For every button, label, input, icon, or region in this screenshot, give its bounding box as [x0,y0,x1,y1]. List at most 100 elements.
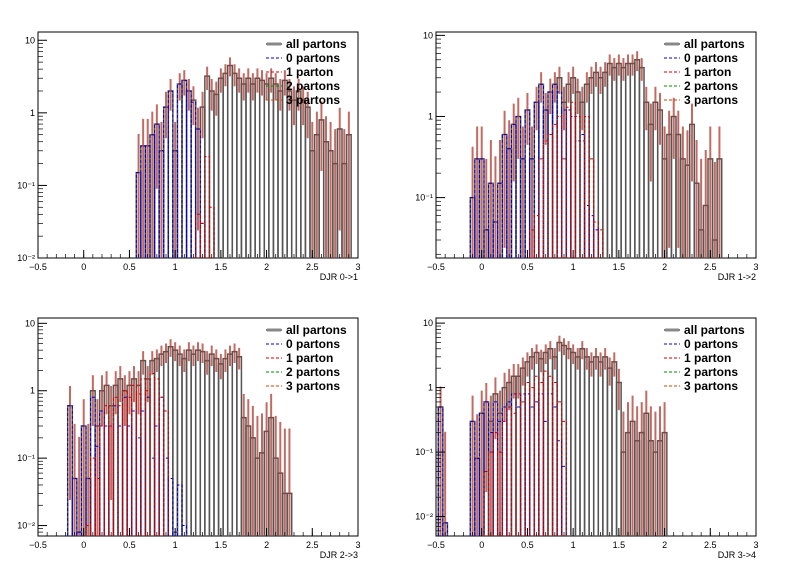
legend-label: 0 partons [286,51,340,65]
histogram-bar [510,412,517,536]
y-tick-label: 10⁻² [415,512,433,522]
y-tick-label: 1 [30,108,35,118]
histogram-bar [492,432,499,536]
y-tick-label: 1 [428,111,433,121]
histogram-bar [94,477,101,536]
histogram-bar [561,158,567,258]
x-axis-label: DJR 2->3 [320,550,358,560]
legend-marker [267,328,281,332]
histogram-bar [538,381,544,536]
histogram-bar [520,158,526,258]
x-tick-label: 2 [264,262,269,272]
legend-label: 2 partons [286,79,340,93]
x-tick-label: 2 [662,262,667,272]
legend-label: all partons [286,37,347,51]
histogram-bar [542,109,549,258]
histogram-bar [172,150,178,258]
y-tick-label: 10 [25,318,35,328]
x-tick-label: 0 [81,262,86,272]
x-tick-label: 1 [173,262,178,272]
x-axis-label: DJR 1->2 [718,272,756,282]
histogram-bar [478,158,485,258]
histogram-bar [574,140,581,258]
x-tick-label: 3 [753,540,758,550]
x-tick-label: 0 [81,540,86,550]
legend-marker [267,42,281,46]
histogram-bar [538,158,544,258]
legend-label: 0 partons [684,337,738,351]
histogram-bar [67,405,73,536]
histogram-bar [542,140,549,258]
y-tick-label: 10⁻¹ [17,453,35,463]
histogram-pad-2: −0.5 0 0.5 1 1.5 2 2.5 3 10⁻¹ 1 10 DJR 1->2 all part… [398,0,796,291]
x-tick-label: 1 [571,262,576,272]
histogram-bar [99,425,105,536]
histogram-bar [181,79,188,258]
histogram-bar [561,420,567,536]
legend-label: 2 partons [684,79,738,93]
histogram-bar [176,484,183,536]
x-tick-label: 2 [264,540,269,550]
legend-marker [665,42,679,46]
histogram-bar [158,150,165,258]
plot-frame [435,317,757,537]
legend-label: 0 partons [684,51,738,65]
histogram-bar [158,396,165,536]
legend-label: all partons [684,323,745,337]
plot-frame [435,31,757,259]
series-1-parton [85,373,169,536]
histogram-bar [140,378,146,536]
x-tick-label: 1.5 [215,540,228,550]
x-tick-label: 1.5 [613,262,626,272]
histogram-bar [483,229,490,258]
histogram-bar [547,133,554,258]
histogram-bar [135,437,142,536]
x-tick-label: 0 [479,262,484,272]
histogram-svg-1: −0.5 0 0.5 1 1.5 2 2.5 3 10⁻² 10⁻¹ 1 10 DJR 0->1 all … [17,31,361,282]
histogram-bar [506,406,512,536]
histogram-bar [552,406,558,536]
histogram-bar [593,221,599,258]
histogram-bar [94,445,101,536]
histogram-bar [552,381,558,536]
x-tick-label: 0.5 [123,262,136,272]
histogram-bar [195,128,201,258]
series-1-parton [529,101,604,258]
histogram-bar [501,406,508,536]
histogram-bar [524,381,531,536]
x-tick-label: 3 [355,540,360,550]
histogram-bar [167,477,174,536]
x-tick-label: 1.5 [613,540,626,550]
x-tick-label: 0.5 [521,262,534,272]
histogram-bar [561,109,567,258]
histogram-svg-2: −0.5 0 0.5 1 1.5 2 2.5 3 10⁻¹ 1 10 DJR 1->2 all part… [415,30,758,282]
histogram-bar [154,378,160,536]
legend-label: 3 partons [684,379,738,393]
series-all-partons [135,57,352,258]
histogram-bar [533,101,540,258]
y-tick-label: 10⁻² [17,521,35,531]
histogram-pad-1: −0.5 0 0.5 1 1.5 2 2.5 3 10⁻² 10⁻¹ 1 10 DJR 0->1 all … [0,0,398,291]
x-tick-label: −0.5 [29,262,47,272]
histogram-bar [579,140,586,258]
legend-label: 2 partons [684,365,738,379]
x-tick-label: −0.5 [427,540,445,550]
histogram-bar [126,396,133,536]
histogram-pad-3: −0.5 0 0.5 1 1.5 2 2.5 3 10⁻² 10⁻¹ 1 10 DJR 2->3 all … [0,286,398,577]
histogram-bar [529,406,535,536]
y-tick-label: 10 [423,30,433,40]
y-tick-label: 1 [428,383,433,393]
x-tick-label: 0.5 [123,540,136,550]
histogram-bar [547,375,554,536]
histogram-bar [163,410,169,536]
histogram-bar [71,477,78,536]
legend-label: 3 partons [286,379,340,393]
legend-label: all partons [684,37,745,51]
series-1-parton [195,156,215,258]
histogram-bar [186,90,192,258]
histogram-svg-4: −0.5 0 0.5 1 1.5 2 2.5 3 10⁻² 10⁻¹ 1 10 DJR 3->4 all … [415,317,759,560]
y-tick-label: 10⁻¹ [415,193,433,203]
histogram-bar [533,215,540,258]
